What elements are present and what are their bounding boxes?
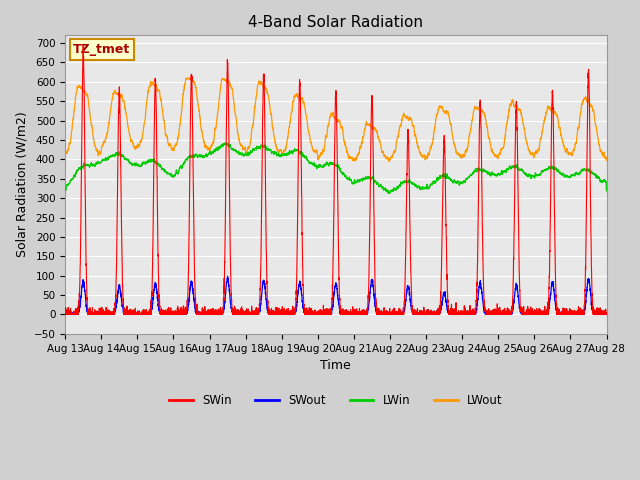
Y-axis label: Solar Radiation (W/m2): Solar Radiation (W/m2) [15,112,28,257]
Title: 4-Band Solar Radiation: 4-Band Solar Radiation [248,15,423,30]
Text: TZ_tmet: TZ_tmet [73,43,131,56]
X-axis label: Time: Time [321,359,351,372]
Legend: SWin, SWout, LWin, LWout: SWin, SWout, LWin, LWout [164,389,508,411]
